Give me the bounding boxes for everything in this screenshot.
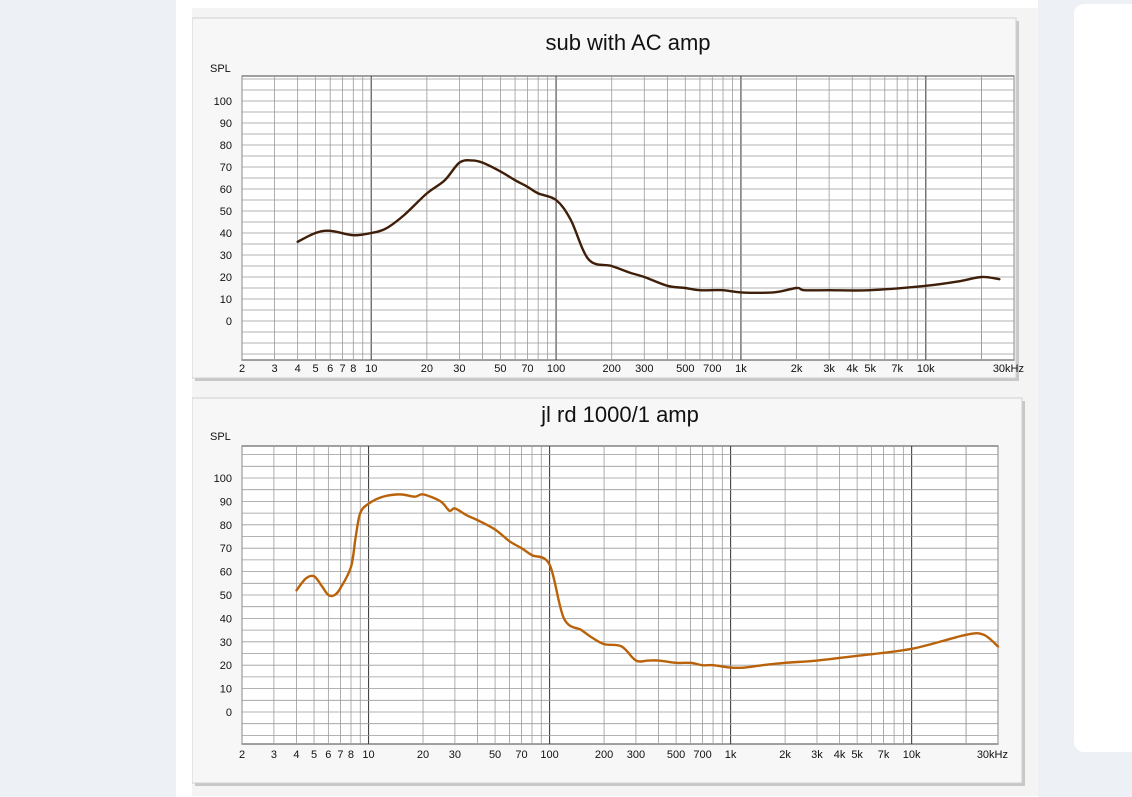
x-tick-label: 50 [494, 363, 506, 375]
x-tick-label: 500 [676, 363, 694, 375]
y-tick-label: 60 [220, 567, 232, 579]
x-tick-label: 30 [449, 749, 461, 761]
y-tick-label: 0 [226, 316, 232, 328]
chart-sub-with-ac-amp: sub with AC ampSPL1009080706050403020100… [192, 17, 1024, 381]
x-tick-label: 10 [365, 363, 377, 375]
x-tick-label: 700 [703, 363, 721, 375]
chart-title: jl rd 1000/1 amp [540, 402, 699, 427]
left-gutter [0, 0, 176, 797]
y-tick-label: 30 [220, 250, 232, 262]
chart-title: sub with AC amp [545, 30, 710, 55]
y-tick-label: 70 [220, 543, 232, 555]
x-tick-label: 4 [295, 363, 301, 375]
x-tick-label: 6 [327, 363, 333, 375]
x-tick-label: 3k [811, 749, 823, 761]
y-tick-label: 50 [220, 590, 232, 602]
x-tick-label: 2k [791, 363, 803, 375]
y-tick-label: 70 [220, 162, 232, 174]
x-tick-label: 3k [823, 363, 835, 375]
y-tick-label: 100 [214, 96, 232, 108]
y-tick-label: 100 [214, 473, 232, 485]
chart-jl-rd-1000-1-amp: jl rd 1000/1 ampSPL100908070605040302010… [192, 397, 1025, 786]
spl-curve [295, 493, 1000, 670]
x-tick-label: 1k [735, 363, 747, 375]
y-axis-label: SPL [210, 63, 231, 75]
x-tick-label: 4 [293, 749, 299, 761]
x-tick-label: 7 [337, 749, 343, 761]
y-tick-label: 40 [220, 613, 232, 625]
x-tick-label: 30kHz [993, 363, 1024, 375]
side-card [1074, 4, 1132, 752]
x-tick-label: 30kHz [977, 749, 1008, 761]
x-tick-label: 70 [521, 363, 533, 375]
x-tick-label: 20 [417, 749, 429, 761]
y-tick-label: 30 [220, 637, 232, 649]
y-tick-label: 50 [220, 206, 232, 218]
x-tick-label: 10k [903, 749, 921, 761]
x-tick-label: 1k [725, 749, 737, 761]
x-tick-label: 5 [311, 749, 317, 761]
y-tick-label: 10 [220, 294, 232, 306]
x-tick-label: 70 [515, 749, 527, 761]
x-tick-label: 300 [635, 363, 653, 375]
x-tick-label: 2k [779, 749, 791, 761]
spl-curve [296, 159, 1001, 295]
plot-area [241, 75, 1015, 361]
x-tick-label: 200 [595, 749, 613, 761]
x-tick-label: 3 [271, 363, 277, 375]
y-tick-label: 20 [220, 660, 232, 672]
x-tick-label: 7k [878, 749, 890, 761]
y-tick-label: 20 [220, 272, 232, 284]
x-tick-label: 5 [313, 363, 319, 375]
y-axis-label: SPL [210, 431, 231, 443]
x-tick-label: 20 [421, 363, 433, 375]
x-tick-label: 2 [239, 363, 245, 375]
x-tick-label: 100 [547, 363, 565, 375]
x-tick-label: 10 [362, 749, 374, 761]
y-tick-label: 40 [220, 228, 232, 240]
x-tick-label: 4k [834, 749, 846, 761]
x-tick-label: 5k [851, 749, 863, 761]
x-tick-label: 7k [891, 363, 903, 375]
x-tick-label: 4k [846, 363, 858, 375]
x-tick-label: 300 [627, 749, 645, 761]
x-tick-label: 6 [325, 749, 331, 761]
x-tick-label: 700 [693, 749, 711, 761]
y-tick-label: 90 [220, 118, 232, 130]
x-tick-label: 5k [864, 363, 876, 375]
x-tick-label: 3 [271, 749, 277, 761]
frequency-response-figure: sub with AC amp SPL 100 90 80 70 60 50 40 30 20 10 0… [192, 8, 1038, 796]
x-tick-label: 100 [540, 749, 558, 761]
x-tick-label: 8 [350, 363, 356, 375]
x-tick-label: 10k [917, 363, 935, 375]
x-tick-label: 200 [603, 363, 621, 375]
x-tick-label: 8 [348, 749, 354, 761]
y-tick-label: 80 [220, 520, 232, 532]
x-tick-label: 500 [667, 749, 685, 761]
x-tick-label: 50 [489, 749, 501, 761]
x-tick-label: 30 [453, 363, 465, 375]
y-tick-label: 10 [220, 684, 232, 696]
y-tick-label: 0 [226, 707, 232, 719]
y-tick-label: 60 [220, 184, 232, 196]
x-tick-label: 7 [340, 363, 346, 375]
x-tick-label: 2 [239, 749, 245, 761]
y-tick-label: 90 [220, 496, 232, 508]
y-tick-label: 80 [220, 140, 232, 152]
